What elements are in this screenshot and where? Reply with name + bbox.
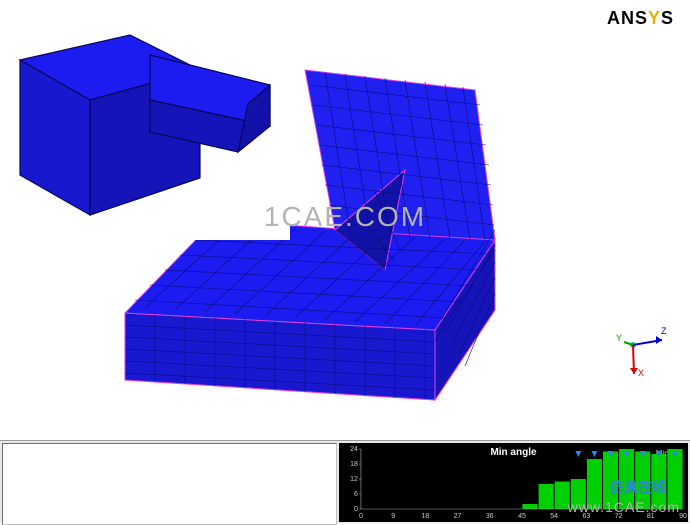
svg-text:6: 6 xyxy=(354,491,358,498)
logo-text-accent: Y xyxy=(648,8,661,28)
svg-text:18: 18 xyxy=(421,513,429,520)
svg-text:27: 27 xyxy=(454,513,462,520)
svg-text:X: X xyxy=(638,368,644,378)
ansys-logo: ANSYS xyxy=(607,8,674,29)
svg-text:81: 81 xyxy=(647,513,655,520)
svg-text:9: 9 xyxy=(391,513,395,520)
logo-text-prefix: ANS xyxy=(607,8,648,28)
svg-text:0: 0 xyxy=(354,506,358,513)
svg-text:90: 90 xyxy=(679,513,687,520)
svg-text:12: 12 xyxy=(350,476,358,483)
bottom-panel: Min angle Min 31 Max 90 06121824 0918273… xyxy=(0,440,690,523)
watermark-center: 1CAE.COM xyxy=(264,201,426,233)
histogram-chart: 0 6 12 18 24 0 9 18 27 36 45 54 63 72 81 90 xyxy=(339,443,688,522)
svg-text:36: 36 xyxy=(486,513,494,520)
svg-text:0: 0 xyxy=(359,513,363,520)
svg-text:72: 72 xyxy=(615,513,623,520)
mesh-model xyxy=(85,30,565,430)
svg-text:54: 54 xyxy=(550,513,558,520)
histogram-panel[interactable]: Min angle Min 31 Max 90 06121824 0918273… xyxy=(339,443,688,522)
svg-text:45: 45 xyxy=(518,513,526,520)
svg-text:Z: Z xyxy=(661,326,667,336)
svg-text:24: 24 xyxy=(350,446,358,453)
svg-text:63: 63 xyxy=(583,513,591,520)
viewport-3d[interactable]: Z X Y ANSYS 1CAE.COM xyxy=(0,0,690,440)
orientation-triad: Z X Y xyxy=(598,310,668,380)
message-log-panel[interactable] xyxy=(2,443,337,525)
svg-text:18: 18 xyxy=(350,461,358,468)
logo-text-suffix: S xyxy=(661,8,674,28)
svg-text:Y: Y xyxy=(616,333,622,343)
inset-geometry-overlay xyxy=(0,0,290,240)
